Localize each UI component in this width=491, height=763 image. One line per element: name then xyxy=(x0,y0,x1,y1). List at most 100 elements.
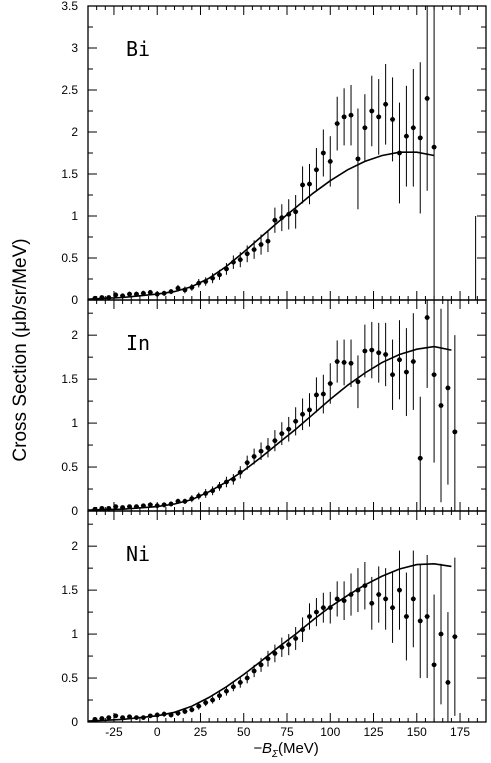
x-tick-label: 125 xyxy=(364,725,384,739)
data-point-bi xyxy=(404,133,409,139)
data-point-in xyxy=(300,411,305,417)
data-point-in xyxy=(397,357,402,363)
data-point-in xyxy=(341,360,347,365)
data-point-ni xyxy=(424,614,430,619)
data-point-ni xyxy=(237,680,243,685)
y-tick-label-bi: 3 xyxy=(71,41,78,55)
data-point-ni xyxy=(210,697,215,703)
x-tick-label: 175 xyxy=(450,725,470,739)
data-point-in xyxy=(438,403,444,408)
data-point-in xyxy=(161,502,167,508)
x-tick-label: 100 xyxy=(320,725,340,739)
data-point-bi xyxy=(258,242,264,247)
data-point-ni xyxy=(417,618,423,624)
data-point-ni xyxy=(92,716,98,722)
x-tick-label: 0 xyxy=(154,725,161,739)
data-point-bi xyxy=(314,167,319,173)
x-tick-label: -25 xyxy=(105,725,123,739)
data-point-ni xyxy=(258,662,264,668)
y-tick-label-bi: 2.5 xyxy=(61,83,78,97)
data-point-ni xyxy=(390,605,395,611)
data-point-in xyxy=(424,315,430,320)
data-point-bi xyxy=(99,295,105,300)
data-point-bi xyxy=(424,96,430,101)
y-tick-label-ni: 0.5 xyxy=(61,671,78,685)
data-point-bi xyxy=(210,275,215,281)
x-tick-label: 150 xyxy=(407,725,427,739)
data-point-in xyxy=(327,381,333,386)
data-point-ni xyxy=(445,680,451,685)
data-point-ni xyxy=(410,596,416,602)
data-point-bi xyxy=(410,125,416,131)
data-point-in xyxy=(230,476,236,482)
data-point-bi xyxy=(362,125,368,131)
data-point-ni xyxy=(431,662,437,668)
data-point-bi xyxy=(168,289,174,294)
data-point-in xyxy=(120,505,126,510)
data-point-in xyxy=(452,429,458,435)
data-point-ni xyxy=(120,715,126,721)
data-point-bi xyxy=(140,290,146,296)
data-point-bi xyxy=(348,112,354,118)
data-point-ni xyxy=(376,592,382,597)
data-point-in xyxy=(445,385,451,391)
data-point-bi xyxy=(307,181,312,187)
data-point-ni xyxy=(168,712,174,718)
data-point-ni xyxy=(175,710,181,716)
y-tick-label-ni: 1 xyxy=(71,627,78,641)
data-point-ni xyxy=(203,700,209,706)
data-point-in xyxy=(92,506,98,512)
data-point-bi xyxy=(182,287,188,293)
data-point-ni xyxy=(362,583,368,589)
data-point-in xyxy=(154,503,160,509)
data-point-bi xyxy=(279,215,285,221)
data-point-in xyxy=(355,379,361,385)
data-point-ni xyxy=(438,631,444,637)
data-point-in xyxy=(272,438,278,444)
data-point-ni xyxy=(383,596,389,602)
data-point-ni xyxy=(369,600,375,606)
data-point-bi xyxy=(376,114,382,120)
y-tick-label-bi: 0.5 xyxy=(61,251,78,265)
data-point-ni xyxy=(154,712,160,718)
panel-label-bi: Bi xyxy=(126,37,150,61)
y-tick-label-in: 1.5 xyxy=(61,372,78,386)
data-point-bi xyxy=(189,285,195,290)
x-axis-label-units: (MeV) xyxy=(278,740,319,757)
data-point-ni xyxy=(113,713,119,719)
data-point-in xyxy=(431,372,437,378)
data-point-ni xyxy=(300,627,305,633)
data-point-ni xyxy=(106,715,112,721)
data-point-in xyxy=(258,448,264,454)
data-point-in xyxy=(265,445,271,451)
data-point-in xyxy=(320,391,326,397)
data-point-bi xyxy=(293,209,299,215)
data-point-bi xyxy=(161,290,167,296)
x-tick-label: 25 xyxy=(194,725,208,739)
data-point-ni xyxy=(99,716,105,721)
x-axis-label: −BΣ(MeV) xyxy=(253,740,319,760)
data-point-ni xyxy=(272,651,278,656)
data-point-ni xyxy=(293,636,299,641)
y-tick-label-ni: 0 xyxy=(71,715,78,729)
y-tick-label-in: 1 xyxy=(71,416,78,430)
y-tick-label-bi: 2 xyxy=(71,125,78,139)
data-point-in xyxy=(293,418,299,424)
data-point-in xyxy=(113,504,119,510)
data-point-in xyxy=(348,360,354,366)
x-axis-label-prefix: −B xyxy=(253,740,272,757)
data-point-bi xyxy=(300,182,305,188)
data-point-ni xyxy=(334,596,340,602)
data-point-in xyxy=(286,426,292,432)
data-point-bi xyxy=(265,238,271,244)
data-point-bi xyxy=(251,247,257,253)
data-point-bi xyxy=(397,150,402,156)
data-point-ni xyxy=(127,714,132,720)
data-point-bi xyxy=(134,291,139,297)
data-point-bi xyxy=(154,291,160,297)
axes-layer xyxy=(87,5,487,723)
data-point-in xyxy=(140,503,146,509)
data-point-ni xyxy=(140,715,146,721)
data-point-ni xyxy=(230,684,236,690)
y-tick-label-bi: 1.5 xyxy=(61,167,78,181)
